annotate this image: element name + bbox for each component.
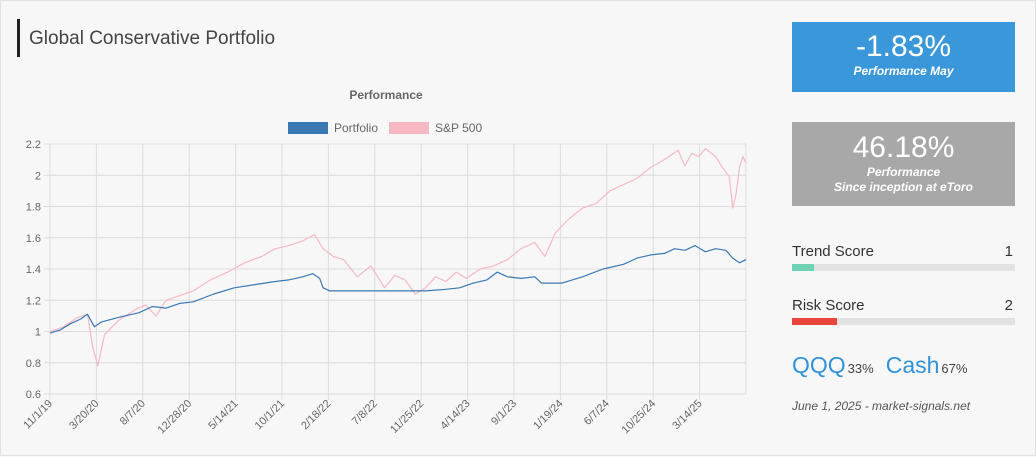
title-accent-bar (17, 19, 20, 57)
x-tick-label: 10/25/24 (620, 398, 659, 437)
risk-score-label: Risk Score (792, 297, 865, 314)
legend-label-sp500[interactable]: S&P 500 (435, 121, 482, 135)
allocation: QQQ 33% Cash 67% (792, 352, 979, 379)
allocation-pct-qqq: 33% (847, 361, 874, 376)
y-axis: 0.6 0.8 1 1.2 1.4 1.6 1.8 2 2.2 (26, 139, 41, 401)
monthly-performance-card: -1.83% Performance May (792, 22, 1015, 92)
page-title: Global Conservative Portfolio (29, 28, 276, 49)
y-tick-label: 0.6 (26, 389, 41, 401)
legend-swatch-sp500 (389, 122, 429, 134)
inception-performance-label-1: Performance (866, 165, 941, 179)
footer-date-source: June 1, 2025 - market-signals.net (792, 399, 971, 413)
x-tick-label: 4/14/23 (438, 398, 472, 432)
y-tick-label: 1.8 (26, 202, 41, 214)
x-tick-label: 7/8/22 (350, 398, 380, 428)
series-lines (49, 148, 747, 367)
legend-label-portfolio[interactable]: Portfolio (334, 121, 378, 135)
trend-score-value: 1 (1004, 243, 1013, 260)
monthly-performance-label: Performance May (853, 64, 954, 78)
y-tick-label: 2.2 (26, 139, 41, 151)
x-tick-label: 5/14/21 (206, 398, 240, 432)
legend-swatch-portfolio (288, 122, 328, 134)
y-tick-label: 1.2 (26, 295, 41, 307)
chart-grid (44, 143, 747, 400)
performance-chart: Performance Portfolio S&P 500 0.6 0.8 1 1.2… (21, 88, 747, 437)
y-tick-label: 1.4 (26, 264, 41, 276)
x-axis: 11/1/19 3/20/20 8/7/20 12/28/20 5/14/21 10/1/… (21, 398, 704, 437)
x-tick-label: 8/7/20 (118, 398, 148, 428)
x-tick-label: 11/25/22 (388, 398, 426, 436)
chart-legend[interactable]: Portfolio S&P 500 (288, 121, 482, 135)
x-tick-label: 1/19/24 (531, 398, 565, 432)
chart-title: Performance (349, 88, 423, 102)
allocation-ticker-qqq[interactable]: QQQ (792, 352, 846, 378)
x-tick-label: 11/1/19 (21, 398, 55, 432)
x-tick-label: 3/20/20 (67, 398, 101, 432)
y-tick-label: 1 (35, 327, 41, 339)
trend-score-bar (792, 264, 1015, 271)
allocation-pct-cash: 67% (941, 361, 968, 376)
x-tick-label: 6/7/24 (582, 398, 612, 428)
series-line-portfolio (49, 245, 747, 334)
risk-score-fill (792, 318, 837, 325)
trend-score-fill (792, 264, 815, 271)
inception-performance-label-2: Since inception at eToro (834, 180, 973, 194)
x-tick-label: 10/1/21 (253, 398, 287, 432)
x-tick-label: 3/14/25 (670, 398, 704, 432)
allocation-ticker-cash[interactable]: Cash (885, 352, 940, 378)
risk-score-row: Risk Score 2 (792, 297, 1015, 314)
trend-score-row: Trend Score 1 (792, 243, 1015, 260)
x-tick-label: 9/1/23 (489, 398, 519, 428)
risk-score-value: 2 (1004, 297, 1013, 314)
y-tick-label: 2 (35, 170, 41, 182)
x-tick-label: 2/18/22 (299, 398, 333, 432)
monthly-performance-value: -1.83% (855, 30, 952, 63)
risk-score-bar (792, 318, 1015, 325)
y-tick-label: 0.8 (26, 358, 41, 370)
y-tick-label: 1.6 (26, 233, 41, 245)
inception-performance-card: 46.18% Performance Since inception at eT… (792, 122, 1015, 206)
x-tick-label: 12/28/20 (156, 398, 195, 437)
trend-score-label: Trend Score (792, 243, 874, 260)
inception-performance-value: 46.18% (852, 131, 955, 164)
